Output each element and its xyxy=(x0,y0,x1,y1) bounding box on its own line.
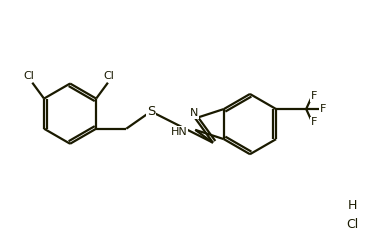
Text: Cl: Cl xyxy=(346,218,359,231)
Text: F: F xyxy=(310,117,317,127)
Text: Cl: Cl xyxy=(104,71,115,81)
Text: S: S xyxy=(147,105,155,118)
Text: Cl: Cl xyxy=(24,71,34,81)
Text: HN: HN xyxy=(171,127,188,136)
Text: H: H xyxy=(348,199,357,212)
Text: N: N xyxy=(190,108,199,118)
Text: F: F xyxy=(320,104,326,114)
Text: F: F xyxy=(310,91,317,101)
